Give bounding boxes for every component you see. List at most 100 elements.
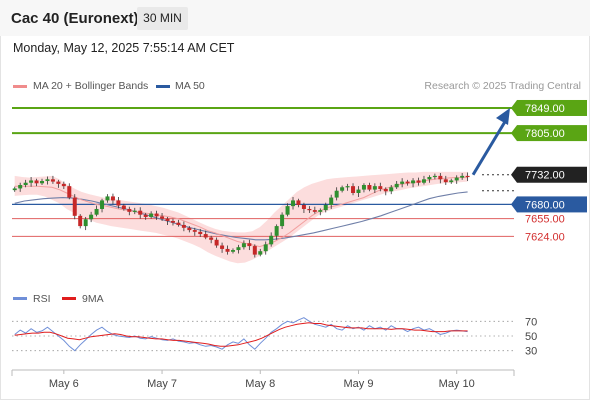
candle-body [405,181,410,184]
candle-body [29,180,34,183]
level-tag-label: 7805.00 [525,128,565,140]
candle-body [105,196,110,201]
candle [334,187,339,201]
level-tag-resistance-0: 7849.00 [511,99,587,116]
candle [389,185,394,195]
candle [187,226,192,233]
candle [116,196,121,209]
candle-body [40,181,45,184]
level-tag-bg [517,166,587,183]
projection-arrow-shaft [471,119,508,176]
ma50-legend-label: MA 50 [175,80,205,92]
candle-body [127,208,132,212]
candle [220,242,225,253]
candle-body [89,214,94,220]
candle [72,194,77,220]
level-tag-bg [517,196,587,213]
level-tag-label: 7849.00 [525,103,565,115]
candle-body [449,180,454,183]
candle-body [18,185,23,189]
candle-body [23,182,28,186]
timeframe-badge[interactable]: 30 MIN [137,7,188,30]
candles [12,172,470,258]
candle [83,216,88,231]
candle-body [12,188,17,191]
candle [12,186,17,192]
candle [100,198,105,213]
candle [378,182,383,192]
rsi-legend-label: RSI [33,293,51,305]
candle-body [383,189,388,192]
candle-body [160,216,165,219]
rsi-line [14,317,468,352]
candle [89,211,94,223]
candle-body [67,186,72,198]
candle [269,232,274,247]
candle-body [454,177,459,181]
x-tick-label-0: May 6 [49,378,79,390]
level-tag-support-4: 7655.00 [525,214,565,226]
candle [149,211,154,219]
level-tag-pivot-3: 7680.00 [511,196,587,213]
candle [291,196,296,210]
candle [160,212,165,221]
candle-body [34,180,39,184]
candle-body [187,227,192,231]
candle [312,206,317,214]
candle [78,214,83,229]
candle-body [351,186,356,193]
rsi-tick-30: 30 [525,346,537,358]
candle-body [247,243,252,247]
level-tag-label: 7680.00 [525,199,565,211]
candle [460,173,465,180]
candle-body [203,234,208,238]
x-tick-label-2: May 8 [245,378,275,390]
candle [258,248,263,257]
research-credit: Research © 2025 Trading Central [424,80,581,92]
candle [154,210,159,220]
candle-body [394,183,399,188]
candle [236,244,241,254]
candle-body [312,210,317,212]
candle-body [432,175,437,178]
candle [56,179,61,188]
ma20-swatch [13,85,27,88]
level-tag-arrow [511,166,517,183]
bollinger-band [14,171,468,264]
level-tag-last-2: 7732.00 [511,166,587,183]
chart-header: Cac 40 (Euronext) 30 MIN [0,0,590,36]
candle [307,206,312,213]
candle-body [176,222,181,225]
candle-body [72,197,77,216]
candle-body [372,186,377,190]
candle [176,219,181,227]
candle [416,177,421,186]
candle-body [307,208,312,211]
candle-body [416,180,421,183]
ma50-swatch [156,85,170,88]
candle [138,207,143,219]
candle-body [460,175,465,178]
candle [40,178,45,186]
candle [394,181,399,190]
ma20-legend-label: MA 20 + Bollinger Bands [33,80,149,92]
candle-body [181,224,186,228]
candle [23,179,28,188]
candle [318,208,323,216]
candle-body [329,197,334,205]
candle-body [301,204,306,209]
candle-body [209,237,214,240]
candle [181,221,186,232]
candle-body [291,200,296,207]
candle [105,194,110,203]
candle [29,177,34,187]
candle [345,183,350,191]
projection-arrow-head [496,107,510,125]
candle [263,241,268,255]
ma20-line [14,177,468,248]
candle [132,207,137,215]
level-tag-support-5: 7624.00 [525,231,565,243]
candle [351,183,356,196]
candle-body [438,175,443,180]
